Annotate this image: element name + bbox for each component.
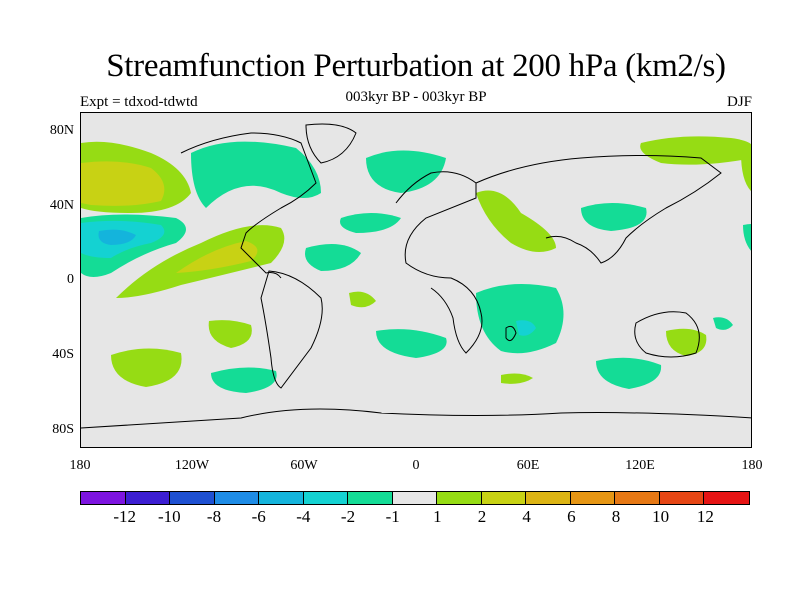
lat-label-0: 0: [67, 272, 74, 287]
colorbar-tick-label: -1: [385, 507, 400, 526]
colorbar-swatch: [125, 492, 171, 504]
colorbar-swatch: [704, 492, 749, 504]
colorbar-tick-label: -6: [251, 507, 266, 526]
region-north-pacific-positive: [640, 136, 751, 165]
colorbar-swatch: [392, 492, 438, 504]
colorbar-swatch: [481, 492, 527, 504]
region-nz-negative: [713, 317, 733, 330]
colorbar: [80, 491, 750, 505]
lat-label-80n: 80N: [49, 123, 74, 138]
experiment-label: Expt = tdxod-tdwtd: [80, 94, 198, 110]
chart-subtitle: 003kyr BP - 003kyr BP: [345, 89, 487, 105]
region-southern-africa-negative: [476, 284, 564, 354]
coast-antarctica: [81, 408, 751, 429]
colorbar-swatch: [437, 492, 482, 504]
coast-madagascar: [505, 325, 517, 342]
colorbar-tick-label: 2: [477, 507, 487, 526]
region-ne-pacific-strong: [81, 161, 165, 206]
colorbar-tick-label: 4: [522, 507, 531, 526]
colorbar-tick-label: -2: [340, 507, 356, 526]
region-southern-africa-core: [516, 320, 536, 336]
region-south-indian-east: [596, 357, 662, 389]
lat-label-80s: 80S: [52, 422, 74, 437]
lat-label-40s: 40S: [52, 347, 74, 362]
colorbar-swatch: [259, 492, 304, 504]
colorbar-tick-label: 12: [696, 507, 714, 526]
field-shading: [81, 136, 751, 393]
colorbar-tick-label: -10: [157, 507, 181, 526]
region-south-indian-negative: [376, 329, 447, 358]
region-central-pacific-neg-core: [98, 229, 136, 245]
colorbar-swatch: [659, 492, 705, 504]
region-tropical-east-pacific-strong: [176, 241, 258, 273]
region-north-america-arc: [191, 141, 321, 208]
region-tropical-atlantic: [305, 244, 361, 271]
region-east-edge-negative: [743, 224, 751, 251]
lon-label-120w: 120W: [174, 458, 210, 473]
map-svg: [81, 123, 751, 429]
lon-label-180e: 180: [741, 458, 763, 473]
region-south-pacific-1: [208, 320, 252, 348]
colorbar-tick-label: -8: [206, 507, 222, 526]
region-middle-east-positive: [476, 190, 556, 252]
colorbar-swatch: [348, 492, 393, 504]
colorbar-tick-label: 1: [433, 507, 442, 526]
lon-label-180w: 180: [69, 458, 91, 473]
lon-label-60w: 60W: [290, 458, 318, 473]
colorbar-swatch: [81, 492, 126, 504]
coastlines: [81, 123, 751, 429]
colorbar-tick-label: 8: [611, 507, 621, 526]
region-north-atlantic-2: [366, 150, 446, 193]
coast-europe-africa: [395, 171, 483, 354]
region-south-atlantic-negative: [211, 367, 277, 393]
lon-label-60e: 60E: [516, 458, 540, 473]
chart-title: Streamfunction Perturbation at 200 hPa (…: [106, 48, 726, 84]
region-southern-ocean-small: [501, 373, 533, 384]
coast-north-america: [180, 132, 317, 279]
region-south-pacific-2: [111, 348, 182, 387]
colorbar-swatch: [615, 492, 660, 504]
coast-greenland: [305, 123, 357, 164]
colorbar-swatch: [303, 492, 349, 504]
coast-asia: [475, 155, 722, 264]
colorbar-tick-label: -4: [296, 507, 311, 526]
coast-south-america: [260, 270, 323, 389]
region-east-edge-positive: [741, 152, 751, 192]
colorbar-swatch: [170, 492, 215, 504]
region-north-atlantic: [340, 213, 401, 233]
season-label: DJF: [726, 94, 752, 110]
lat-label-40n: 40N: [49, 198, 74, 213]
lon-label-0: 0: [412, 458, 420, 473]
colorbar-tick-label: 6: [567, 507, 576, 526]
colorbar-swatch: [526, 492, 571, 504]
region-south-america-small: [349, 291, 376, 308]
region-asia-negative: [581, 203, 647, 231]
lon-label-120e: 120E: [625, 458, 655, 473]
map-panel: [80, 112, 752, 448]
colorbar-swatch: [570, 492, 616, 504]
colorbar-tick-label: -12: [113, 507, 136, 526]
colorbar-swatch: [214, 492, 260, 504]
coast-australia: [634, 311, 700, 358]
colorbar-tick-label: 10: [652, 507, 670, 526]
region-australia-positive: [666, 328, 707, 356]
